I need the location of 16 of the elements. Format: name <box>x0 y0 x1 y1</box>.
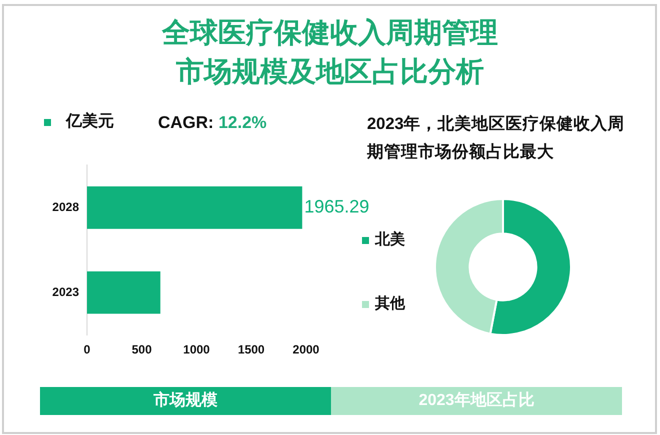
chart-title: 2023年，北美地区医疗保健收入周期管理市场份额占比最大 <box>367 114 625 163</box>
x-tick-label: 500 <box>132 342 152 357</box>
chart-title: 全球医疗保健收入周期管理市场规模及地区占比分析 <box>160 16 499 89</box>
text: 市场规模 <box>154 392 218 409</box>
y-tick-label: 2023 <box>52 284 80 299</box>
y-tick-label: 2028 <box>52 200 80 214</box>
data-label: 1965.29 <box>304 196 370 217</box>
x-tick-label: 1000 <box>183 342 210 357</box>
x-tick-label: 0 <box>84 342 91 357</box>
text: 2023年地区占比 <box>418 392 534 409</box>
legend-label: 其他 <box>375 294 405 314</box>
legend-label: 北美 <box>375 230 405 250</box>
x-tick-label: 1500 <box>238 342 265 357</box>
legend-label: 亿美元 <box>66 111 114 132</box>
x-tick-label: 2000 <box>292 342 320 357</box>
text: CAGR: 12.2% <box>158 113 267 132</box>
